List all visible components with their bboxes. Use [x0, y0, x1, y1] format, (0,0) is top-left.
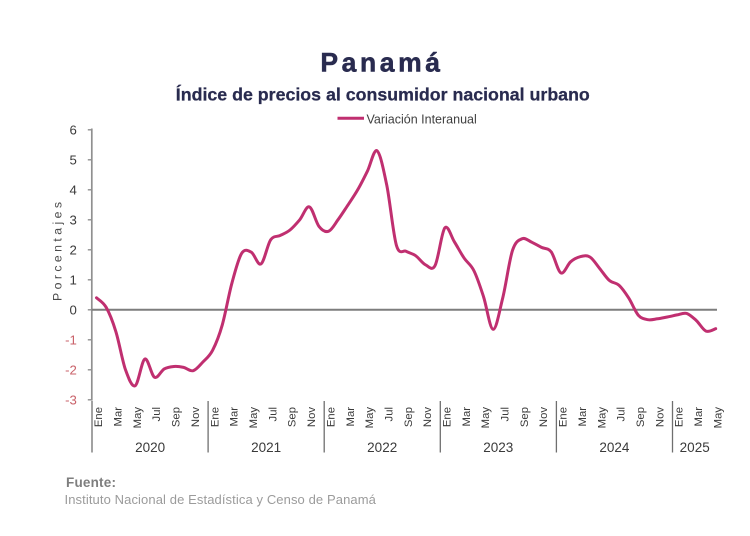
svg-text:Ene: Ene — [209, 407, 221, 427]
svg-text:3: 3 — [69, 213, 76, 228]
svg-text:Nov: Nov — [306, 407, 318, 427]
svg-text:2: 2 — [69, 243, 76, 258]
svg-text:Ene: Ene — [558, 407, 570, 427]
svg-text:Ene: Ene — [325, 407, 337, 427]
svg-text:Sep: Sep — [403, 407, 415, 427]
svg-text:Porcentajes: Porcentajes — [51, 199, 65, 301]
svg-text:Mar: Mar — [229, 407, 241, 427]
svg-text:Jul: Jul — [383, 407, 395, 421]
svg-text:Nov: Nov — [422, 407, 434, 427]
svg-text:-2: -2 — [65, 363, 77, 378]
svg-text:Índice de precios al consumido: Índice de precios al consumidor nacional… — [176, 83, 590, 104]
svg-text:-1: -1 — [65, 333, 77, 348]
svg-text:2020: 2020 — [135, 440, 165, 455]
svg-text:May: May — [364, 407, 376, 429]
svg-text:Sep: Sep — [635, 407, 647, 427]
svg-text:2024: 2024 — [599, 440, 630, 455]
svg-text:May: May — [132, 407, 144, 429]
svg-text:6: 6 — [69, 123, 76, 138]
svg-text:Mar: Mar — [461, 407, 473, 427]
svg-text:Nov: Nov — [538, 407, 550, 427]
svg-text:4: 4 — [69, 183, 76, 198]
svg-text:0: 0 — [69, 303, 76, 318]
svg-text:1: 1 — [69, 273, 76, 288]
svg-text:May: May — [596, 407, 608, 429]
svg-text:May: May — [248, 407, 260, 429]
svg-text:Sep: Sep — [519, 407, 531, 427]
svg-text:Nov: Nov — [654, 407, 666, 427]
svg-text:Variación Interanual: Variación Interanual — [367, 113, 477, 127]
svg-text:Ene: Ene — [442, 407, 454, 427]
svg-text:Instituto Nacional de Estadíst: Instituto Nacional de Estadística y Cens… — [65, 492, 377, 507]
svg-text:May: May — [712, 407, 724, 429]
svg-text:5: 5 — [69, 153, 76, 168]
svg-text:Jul: Jul — [500, 407, 512, 421]
svg-text:Ene: Ene — [674, 407, 686, 427]
svg-text:Mar: Mar — [693, 407, 705, 427]
svg-text:Nov: Nov — [190, 407, 202, 427]
svg-text:2022: 2022 — [367, 440, 397, 455]
svg-text:Fuente:: Fuente: — [66, 475, 116, 490]
svg-text:2021: 2021 — [251, 440, 281, 455]
svg-text:Jul: Jul — [616, 407, 628, 421]
svg-text:Mar: Mar — [113, 407, 125, 427]
svg-text:Mar: Mar — [577, 407, 589, 427]
svg-text:Jul: Jul — [151, 407, 163, 421]
svg-text:2025: 2025 — [680, 440, 710, 455]
svg-text:Jul: Jul — [267, 407, 279, 421]
svg-text:-3: -3 — [65, 393, 77, 408]
svg-text:2023: 2023 — [483, 440, 513, 455]
svg-text:Sep: Sep — [171, 407, 183, 427]
svg-text:Ene: Ene — [93, 407, 105, 427]
svg-text:Mar: Mar — [345, 407, 357, 427]
svg-text:Sep: Sep — [287, 407, 299, 427]
svg-text:May: May — [480, 407, 492, 429]
svg-text:Panamá: Panamá — [320, 48, 443, 78]
